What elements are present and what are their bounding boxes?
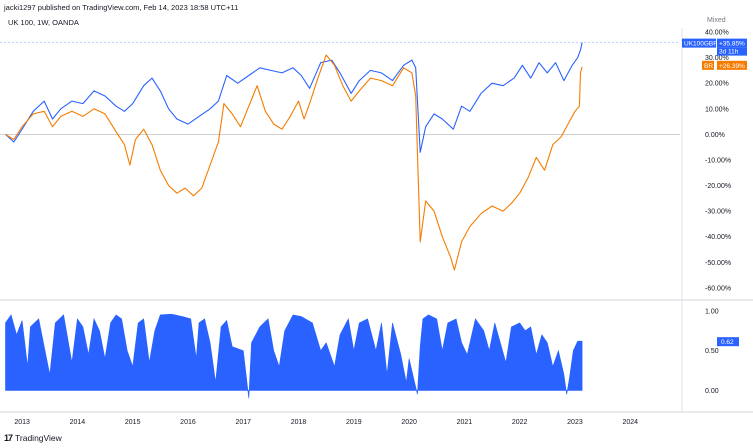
corr-y-tick-label: 0.50	[705, 348, 719, 355]
x-tick-label: 2023	[567, 419, 583, 426]
y-tick-label: -30.00%	[705, 209, 731, 216]
badge-br-value-text: +26.39%	[719, 63, 745, 70]
badge-br-name	[702, 60, 714, 70]
x-tick-label: 2014	[70, 419, 86, 426]
x-tick-label: 2021	[457, 419, 473, 426]
brand-label: TradingView	[15, 433, 62, 443]
tradingview-brand: 17 TradingView	[4, 433, 62, 443]
y-tick-label: -50.00%	[705, 260, 731, 267]
y-tick-label: 10.00%	[705, 106, 729, 113]
y-tick-label: 0.00%	[705, 132, 725, 139]
y-tick-label: -40.00%	[705, 234, 731, 241]
corr-y-tick-label: 0.00	[705, 388, 719, 395]
scale-mode-label[interactable]: Mixed	[707, 17, 726, 24]
correlation-area	[5, 313, 583, 399]
symbol-title: UK 100, 1W, OANDA	[8, 18, 79, 27]
badge-correlation-value	[717, 337, 739, 347]
x-tick-label: 2020	[401, 419, 417, 426]
x-tick-label: 2022	[512, 419, 528, 426]
x-tick-label: 2015	[125, 419, 141, 426]
y-tick-label: -20.00%	[705, 183, 731, 190]
tradingview-logo-icon: 17	[4, 433, 13, 443]
x-tick-label: 2024	[622, 419, 638, 426]
series-line-br	[5, 54, 583, 271]
x-tick-label: 2016	[180, 419, 196, 426]
corr-y-tick-label: 1.00	[705, 308, 719, 315]
badge-correlation-value-text: 0.62	[721, 339, 734, 346]
badge-uk100-value	[717, 38, 747, 48]
x-tick-label: 2017	[235, 419, 251, 426]
x-tick-label: 2013	[14, 419, 30, 426]
badge-br-name-text: BR	[704, 63, 713, 70]
badge-uk100-time	[717, 47, 747, 56]
y-tick-label: 30.00%	[705, 55, 729, 62]
x-tick-label: 2018	[291, 419, 307, 426]
badge-uk100-name	[682, 38, 716, 48]
publisher-caption: jacki1297 published on TradingView.com, …	[4, 3, 239, 12]
y-tick-label: -10.00%	[705, 157, 731, 164]
badge-uk100-value-text: +35.85%	[719, 41, 745, 48]
y-tick-label: 20.00%	[705, 81, 729, 88]
y-tick-label: 40.00%	[705, 30, 729, 37]
y-tick-label: -60.00%	[705, 285, 731, 292]
series-line-uk100gbp	[5, 42, 583, 153]
badge-uk100-name-text: UK100GBP	[684, 41, 718, 48]
badge-br-value	[717, 60, 747, 70]
x-tick-label: 2019	[346, 419, 362, 426]
badge-uk100-time-text: 3d 11h	[719, 49, 739, 56]
